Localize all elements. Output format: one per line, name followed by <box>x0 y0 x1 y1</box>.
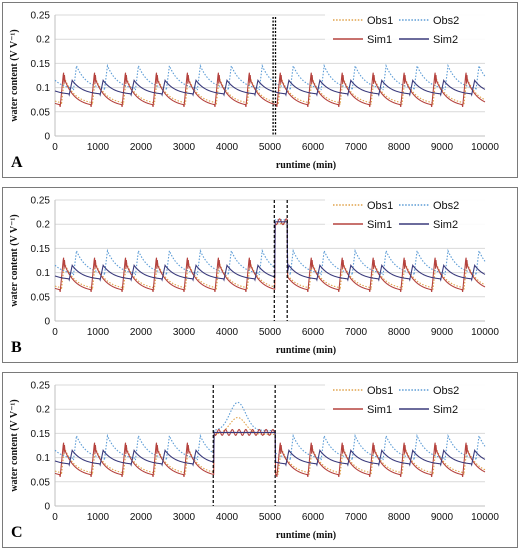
chart-b-svg: 0 0.05 0.1 0.15 0.2 0.25 0 1000 2000 3000 4000 5000… <box>9 196 499 357</box>
x-tick-label: 4000 <box>216 142 239 153</box>
chart-panel-c: 0 0.05 0.1 0.15 0.2 0.25 0 1000 2000 3000 4000 5000… <box>2 372 518 548</box>
y-tick-label: 0.05 <box>31 292 51 303</box>
y-tick-label: 0.05 <box>31 477 51 488</box>
series-line-obs2 <box>54 401 486 461</box>
x-tick-label: 3000 <box>173 327 196 338</box>
x-tick-label: 4000 <box>216 327 239 338</box>
y-tick-label: 0.1 <box>36 453 50 464</box>
legend-label-sim2: Sim2 <box>433 404 458 416</box>
x-tick-label: 10000 <box>471 512 499 523</box>
x-tick-label: 8000 <box>388 142 411 153</box>
x-tick-label: 1000 <box>87 512 110 523</box>
series-line-sim1 <box>54 218 486 293</box>
y-tick-label: 0 <box>44 502 50 513</box>
panel-label: A <box>11 154 23 171</box>
series-line-obs2 <box>54 63 486 91</box>
y-axis-title: water content (V V⁻¹) <box>9 29 20 121</box>
x-tick-label: 2000 <box>130 142 153 153</box>
x-tick-label: 5000 <box>259 327 282 338</box>
x-tick-label: 4000 <box>216 512 239 523</box>
x-tick-label: 7000 <box>345 327 368 338</box>
x-tick-label: 10000 <box>471 142 499 153</box>
x-tick-label: 0 <box>52 512 58 523</box>
series-line-sim1 <box>54 428 486 478</box>
legend-label-obs1: Obs1 <box>367 15 393 27</box>
y-tick-label: 0.25 <box>31 196 51 207</box>
chart-c-svg: 0 0.05 0.1 0.15 0.2 0.25 0 1000 2000 3000 4000 5000… <box>9 381 499 542</box>
x-tick-label: 9000 <box>431 327 454 338</box>
x-axis-title: runtime (min) <box>276 530 336 541</box>
x-axis-title: runtime (min) <box>276 160 336 171</box>
y-tick-label: 0.25 <box>31 11 51 22</box>
y-tick-label: 0 <box>44 317 50 328</box>
chart-panel-a: 0 0.05 0.1 0.15 0.2 0.25 0 1000 2000 3000 4000 5000… <box>2 2 518 178</box>
x-tick-label: 6000 <box>302 512 325 523</box>
y-tick-label: 0.25 <box>31 381 51 392</box>
series-line-sim2 <box>54 221 486 282</box>
x-tick-label: 10000 <box>471 327 499 338</box>
y-tick-label: 0 <box>44 132 50 143</box>
y-tick-label: 0.15 <box>31 244 51 255</box>
y-tick-label: 0.2 <box>36 405 50 416</box>
panel-label: C <box>11 524 23 541</box>
x-tick-label: 8000 <box>388 327 411 338</box>
x-tick-label: 0 <box>52 142 58 153</box>
legend-box <box>325 13 497 53</box>
x-tick-label: 9000 <box>431 512 454 523</box>
series-line-sim1 <box>54 72 486 108</box>
x-tick-label: 2000 <box>130 327 153 338</box>
legend-label-sim1: Sim1 <box>367 404 392 416</box>
x-tick-label: 6000 <box>302 142 325 153</box>
legend-box <box>325 198 497 238</box>
x-tick-label: 5000 <box>259 142 282 153</box>
chart-panel-b: 0 0.05 0.1 0.15 0.2 0.25 0 1000 2000 3000 4000 5000… <box>2 187 518 363</box>
x-tick-label: 1000 <box>87 142 110 153</box>
panel-label: B <box>11 339 22 356</box>
x-tick-label: 2000 <box>130 512 153 523</box>
legend-label-sim2: Sim2 <box>433 34 458 46</box>
legend-label-obs2: Obs2 <box>433 15 459 27</box>
x-tick-label: 8000 <box>388 512 411 523</box>
legend-label-sim1: Sim1 <box>367 34 392 46</box>
x-axis-title: runtime (min) <box>276 345 336 356</box>
legend-label-obs2: Obs2 <box>433 200 459 212</box>
legend-label-obs1: Obs1 <box>367 385 393 397</box>
legend-label-obs1: Obs1 <box>367 200 393 212</box>
legend-label-sim1: Sim1 <box>367 219 392 231</box>
y-tick-label: 0.15 <box>31 59 51 70</box>
legend-box <box>325 383 497 423</box>
y-tick-label: 0.2 <box>36 220 50 231</box>
x-tick-label: 6000 <box>302 327 325 338</box>
y-tick-label: 0.15 <box>31 429 51 440</box>
y-axis-title: water content (V V⁻¹) <box>9 214 20 306</box>
chart-a-svg: 0 0.05 0.1 0.15 0.2 0.25 0 1000 2000 3000 4000 5000… <box>9 11 499 172</box>
series-line-sim2 <box>54 431 486 467</box>
legend-label-obs2: Obs2 <box>433 385 459 397</box>
x-tick-label: 1000 <box>87 327 110 338</box>
y-tick-label: 0.1 <box>36 268 50 279</box>
x-tick-label: 0 <box>52 327 58 338</box>
x-tick-label: 7000 <box>345 142 368 153</box>
y-tick-label: 0.2 <box>36 35 50 46</box>
x-tick-label: 5000 <box>259 512 282 523</box>
x-tick-label: 3000 <box>173 142 196 153</box>
series-line-sim2 <box>54 79 486 97</box>
y-tick-label: 0.05 <box>31 107 51 118</box>
x-tick-label: 9000 <box>431 142 454 153</box>
x-tick-label: 7000 <box>345 512 368 523</box>
legend-label-sim2: Sim2 <box>433 219 458 231</box>
y-axis-title: water content (V V⁻¹) <box>9 399 20 491</box>
y-tick-label: 0.1 <box>36 83 50 94</box>
x-tick-label: 3000 <box>173 512 196 523</box>
series-line-obs1 <box>54 416 486 475</box>
